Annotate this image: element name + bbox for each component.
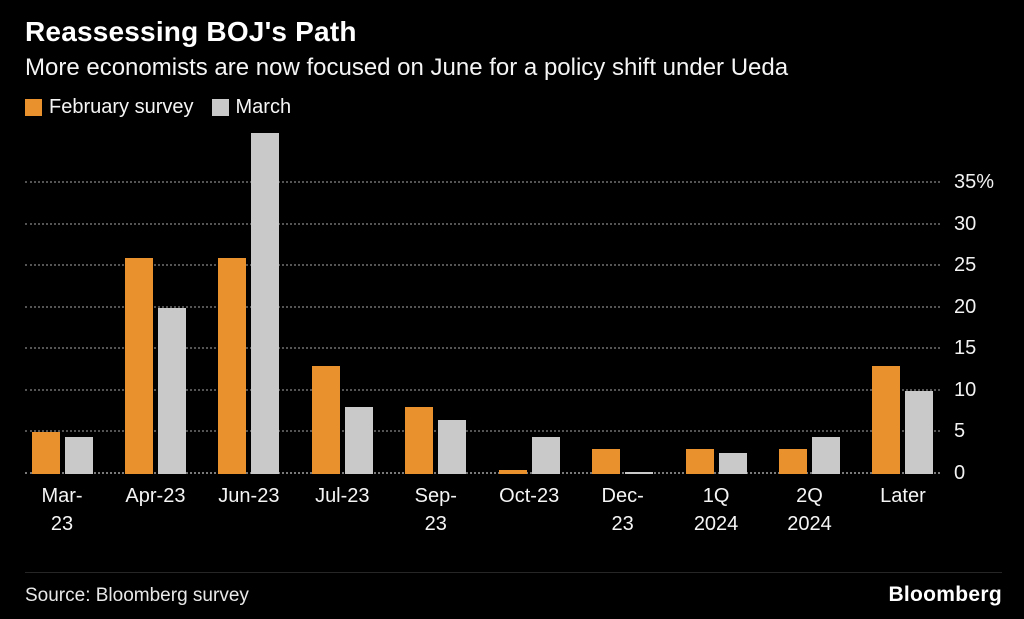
bar-february-sep-23 [405,406,434,474]
x-tick-label-dec-23: Dec-23 [601,484,644,535]
bar-february-later [872,365,901,474]
bar-february-1q-2024 [685,448,714,474]
y-axis: 0 5 10 15 20 25 30 35% [942,129,1002,483]
bar-group-apr-23 [124,257,186,474]
legend-swatch-february [25,98,42,116]
legend-label-march: March [235,95,292,118]
gridline-5 [25,430,940,433]
bar-march-1q-2024 [718,452,747,474]
x-tick-label-apr-23: Apr-23 [125,484,186,507]
y-tick-label-0: 0 [954,461,966,484]
bar-group-later [872,365,934,474]
x-tick-label-1q-2024: 1Q 2024 [693,484,739,535]
bar-march-oct-23 [531,436,560,474]
plot-area [25,129,940,474]
x-axis: Mar-23 Apr-23 Jun-23 Jul-23 Sep-23 Oct-23 Dec-… [25,474,940,538]
legend: February survey March [25,96,1002,119]
x-tick-label-jun-23: Jun-23 [218,484,280,507]
y-tick-label-25: 25 [954,254,977,277]
y-tick-label-30: 30 [954,212,977,235]
y-tick-label-35: 35% [954,171,995,194]
bar-march-jun-23 [251,132,280,474]
bar-march-mar-23 [64,436,93,474]
gridline-35 [25,181,940,184]
bar-group-jun-23 [218,132,280,474]
bars-layer [25,129,940,474]
bar-february-apr-23 [124,257,153,474]
y-tick-label-10: 10 [954,378,977,401]
bar-group-dec-23 [592,448,654,474]
gridline-20 [25,305,940,308]
bar-group-sep-23 [405,406,467,474]
bar-march-later [905,390,934,474]
chart-subtitle: More economists are now focused on June … [25,54,789,82]
gridline-0 [25,471,940,474]
bar-february-jul-23 [311,365,340,474]
gridline-30 [25,222,940,225]
bar-march-apr-23 [157,307,186,474]
bar-march-sep-23 [438,419,467,474]
gridline-15 [25,347,940,350]
bar-group-jul-23 [311,365,373,474]
y-tick-label-15: 15 [954,337,977,360]
legend-label-february: February survey [49,95,194,118]
bar-february-jun-23 [218,257,247,474]
gridline-10 [25,388,940,391]
bar-group-oct-23 [498,436,560,474]
x-tick-label-2q-2024: 2Q 2024 [787,484,832,535]
bar-february-2q-2024 [779,448,807,474]
bar-march-jul-23 [344,406,373,474]
y-tick-label-20: 20 [954,295,977,318]
bar-group-1q-2024 [685,448,747,474]
y-tick-label-5: 5 [954,420,966,443]
bar-february-dec-23 [592,448,621,474]
bar-group-mar-23 [31,431,93,474]
gridline-25 [25,264,940,267]
bar-march-2q-2024 [812,436,840,474]
legend-swatch-march [211,98,229,116]
bloomberg-logo: Bloomberg [888,583,1002,606]
source-label: Source: Bloomberg survey [25,585,249,606]
bar-group-2q-2024 [779,436,841,474]
footer: Source: Bloomberg survey Bloomberg [25,572,1002,607]
chart-title: Reassessing BOJ's Path [25,16,357,47]
bar-february-oct-23 [498,469,527,474]
x-tick-label-sep-23: Sep-23 [414,484,457,535]
chart-area: Mar-23 Apr-23 Jun-23 Jul-23 Sep-23 Oct-23 Dec-… [25,129,1002,538]
x-tick-label-later: Later [880,484,926,507]
bar-february-mar-23 [31,431,60,474]
bar-march-dec-23 [625,471,654,474]
x-tick-label-jul-23: Jul-23 [315,484,370,507]
x-tick-label-mar-23: Mar-23 [41,484,83,535]
x-tick-label-oct-23: Oct-23 [499,484,560,507]
